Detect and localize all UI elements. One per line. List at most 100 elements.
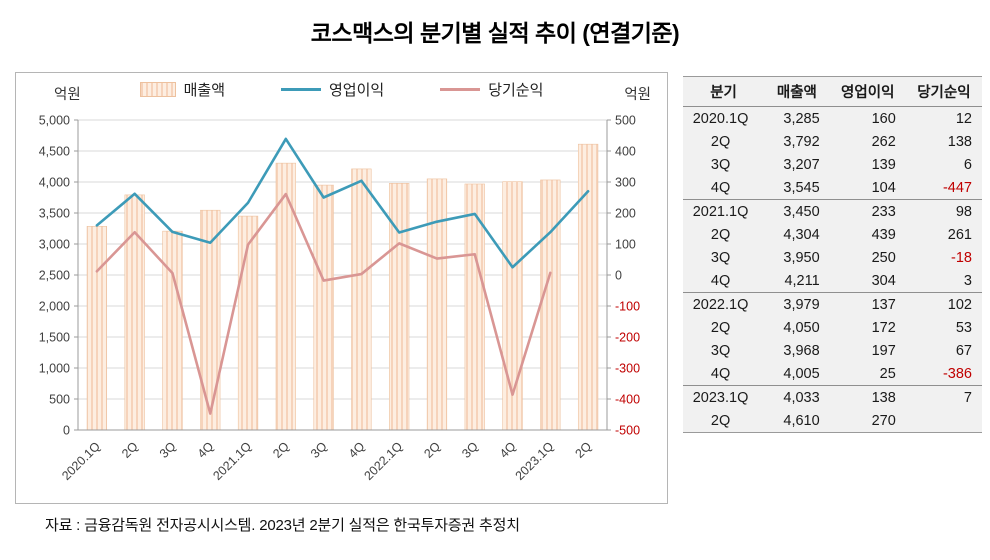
table-row: 2Q 4,610 270 [683, 409, 982, 432]
quarter-cell: 2Q [710, 226, 731, 243]
value-cell: 233 [829, 199, 906, 223]
quarter-cell: 4Q [710, 365, 731, 382]
value-cell: 138 [829, 385, 906, 409]
value-cell: 6 [963, 156, 972, 173]
value-cell: 137 [829, 292, 906, 316]
table-header-cell: 영업이익 [829, 77, 906, 107]
value-cell: 12 [955, 110, 972, 127]
svg-text:-200: -200 [615, 331, 640, 345]
svg-text:3Q: 3Q [459, 439, 481, 461]
quarter-cell: 3Q [710, 156, 731, 173]
svg-text:0: 0 [63, 424, 70, 438]
table-header-cell: 분기 [683, 77, 765, 107]
value-cell: 53 [955, 319, 972, 336]
value-cell: 98 [905, 199, 982, 223]
value-cell: 4,005 [783, 365, 820, 382]
value-cell: -18 [951, 249, 972, 266]
legend-label-net-profit: 당기순익 [488, 82, 544, 99]
svg-text:500: 500 [49, 393, 70, 407]
table-row: 4Q 3,545 104 -447 [683, 176, 982, 200]
value-cell: 102 [905, 292, 982, 316]
revenue-bar-swatch-icon [139, 82, 176, 97]
value-cell: 3,545 [783, 179, 820, 196]
svg-text:2021.1Q: 2021.1Q [210, 439, 254, 483]
quarter-cell: 2020.1Q [692, 110, 749, 127]
svg-text:1,500: 1,500 [39, 331, 70, 345]
legend-item-revenue: 매출액 [139, 79, 225, 100]
value-cell: -447 [942, 179, 972, 196]
svg-text:2023.1Q: 2023.1Q [513, 439, 557, 483]
value-cell: -386 [942, 365, 972, 382]
svg-text:4Q: 4Q [346, 439, 368, 461]
table-row: 3Q 3,950 250 -18 [683, 246, 982, 269]
value-cell: 67 [955, 342, 972, 359]
quarter-cell: 3Q [710, 342, 731, 359]
source-note: 자료 : 금융감독원 전자공시시스템. 2023년 2분기 실적은 한국투자증권… [45, 517, 520, 534]
chart-header: 억원 매출액 영업이익 당기순익 억원 [16, 73, 667, 105]
value-cell: 172 [871, 319, 896, 336]
svg-text:100: 100 [615, 238, 636, 252]
value-cell: 25 [879, 365, 896, 382]
table-row: 2020.1Q 3,285 160 12 [683, 107, 982, 131]
svg-text:3Q: 3Q [308, 439, 330, 461]
svg-text:-300: -300 [615, 362, 640, 376]
table-row: 4Q 4,005 25 -386 [683, 362, 982, 386]
svg-text:4Q: 4Q [497, 439, 519, 461]
quarter-cell: 2021.1Q [683, 199, 765, 223]
value-cell: 250 [871, 249, 896, 266]
right-axis-unit-label: 억원 [624, 87, 651, 103]
svg-text:-100: -100 [615, 300, 640, 314]
table-row: 2Q 3,792 262 138 [683, 130, 982, 153]
quarter-cell: 2Q [710, 412, 731, 429]
value-cell: 3,285 [783, 110, 820, 127]
svg-text:2Q: 2Q [270, 439, 292, 461]
value-cell: 138 [947, 133, 972, 150]
svg-text:3,000: 3,000 [39, 238, 70, 252]
page-title: 코스맥스의 분기별 실적 추이 (연결기준) [310, 20, 680, 46]
value-cell: 261 [947, 226, 972, 243]
quarter-cell: 2Q [710, 133, 731, 150]
left-axis-unit-label: 억원 [54, 87, 81, 103]
value-cell: 270 [871, 412, 896, 429]
table-row: 2Q 4,304 439 261 [683, 223, 982, 246]
value-cell: 4,304 [783, 226, 820, 243]
value-cell: 139 [871, 156, 896, 173]
quarter-cell: 4Q [710, 272, 731, 289]
value-cell: 3,450 [764, 199, 830, 223]
value-cell: 104 [871, 179, 896, 196]
table-row: 3Q 3,968 197 67 [683, 339, 982, 362]
value-cell: 4,050 [783, 319, 820, 336]
value-cell: 160 [871, 110, 896, 127]
svg-text:400: 400 [615, 145, 636, 159]
quarter-cell: 3Q [710, 249, 731, 266]
operating-profit-line-swatch-icon [281, 88, 321, 91]
svg-text:0: 0 [615, 269, 622, 283]
svg-text:500: 500 [615, 114, 636, 128]
value-cell: 7 [905, 385, 982, 409]
legend-item-operating-profit: 영업이익 [281, 79, 384, 100]
svg-text:5,000: 5,000 [39, 114, 70, 128]
quarterly-results-table: 분기 매출액 영업이익 당기순익 2020.1Q 3,285 160 12 2Q 3,792 26… [683, 77, 982, 432]
value-cell: 3,979 [764, 292, 830, 316]
svg-text:200: 200 [615, 207, 636, 221]
quarter-cell: 4Q [710, 179, 731, 196]
value-cell [906, 409, 982, 432]
value-cell: 3,950 [783, 249, 820, 266]
svg-text:-500: -500 [615, 424, 640, 438]
svg-text:2Q: 2Q [119, 439, 141, 461]
value-cell: 197 [871, 342, 896, 359]
quarter-cell: 2Q [710, 319, 731, 336]
table-row: 4Q 4,211 304 3 [683, 269, 982, 293]
value-cell: 3,207 [783, 156, 820, 173]
svg-text:4,500: 4,500 [39, 145, 70, 159]
value-cell: 3,968 [783, 342, 820, 359]
value-cell: 304 [871, 272, 896, 289]
net-profit-line-swatch-icon [440, 88, 481, 91]
table-row: 2023.1Q 4,033 138 7 [683, 385, 982, 409]
svg-text:4,000: 4,000 [39, 176, 70, 190]
svg-text:1,000: 1,000 [39, 362, 70, 376]
quarterly-table-body: 2020.1Q 3,285 160 12 2Q 3,792 262 138 3Q 3,207 139… [683, 107, 982, 433]
legend-label-revenue: 매출액 [183, 82, 225, 99]
value-cell: 3 [963, 272, 972, 289]
value-cell: 4,610 [783, 412, 820, 429]
